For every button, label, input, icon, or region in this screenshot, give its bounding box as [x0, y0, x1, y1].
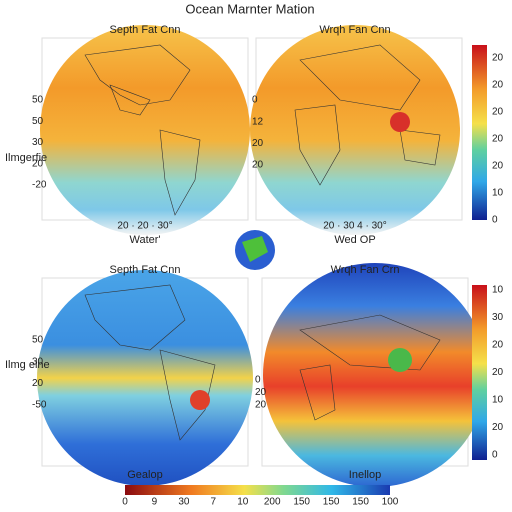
colorbar-tick-label: 20: [492, 367, 504, 378]
y-tick-label: 0: [252, 95, 258, 106]
y-tick-label: -50: [32, 400, 47, 411]
colorbar: [472, 285, 487, 460]
globe: [263, 263, 487, 487]
colorbar: [472, 45, 487, 220]
panel-title: Septh Fat Cnn: [110, 24, 181, 36]
y-tick-label: 20: [252, 160, 264, 171]
colorbar-tick-label: 100: [382, 497, 399, 508]
globe: [37, 270, 253, 486]
colorbar-tick-label: 30: [492, 312, 504, 323]
colorbar-tick-label: 20: [492, 134, 504, 145]
y-tick-label: 30: [32, 356, 44, 367]
y-tick-label: 20: [32, 158, 44, 169]
colorbar-tick-label: 10: [237, 497, 249, 508]
colorbar-tick-label: 10: [492, 188, 504, 199]
colorbar-tick-label: 20: [492, 80, 504, 91]
panel-caption: Inellop: [349, 469, 381, 481]
colorbar: [125, 485, 390, 495]
colorbar-tick-label: 0: [492, 450, 498, 461]
y-tick-label: 50: [32, 335, 44, 346]
panel-title: Wrqh Fan Crn: [331, 264, 400, 276]
colorbar-tick-label: 20: [492, 422, 504, 433]
colorbar-tick-label: 150: [323, 497, 340, 508]
y-tick-label: 12: [252, 116, 264, 127]
colorbar-tick-label: 10: [492, 395, 504, 406]
panel-caption: Wed OP: [334, 234, 375, 246]
colorbar-tick-label: 9: [152, 497, 158, 508]
panel-title: Wrqh Fan Cnn: [319, 24, 390, 36]
x-tick-labels: 20 · 20 · 30°: [117, 221, 172, 232]
y-label: Ilmg elne: [5, 359, 50, 371]
globe: [250, 25, 460, 235]
colorbar-tick-label: 7: [211, 497, 217, 508]
colorbar-tick-label: 150: [352, 497, 369, 508]
globe: [40, 25, 250, 235]
y-tick-label: 20: [255, 387, 267, 398]
colorbar-tick-label: 20: [492, 107, 504, 118]
panel-title: Septh Fat Cnn: [110, 264, 181, 276]
colorbar-tick-label: 0: [492, 215, 498, 226]
y-tick-label: 50: [32, 95, 44, 106]
y-tick-label: 30: [32, 137, 44, 148]
y-tick-label: 20: [255, 400, 267, 411]
colorbar-tick-label: 30: [178, 497, 190, 508]
y-tick-label: 0: [255, 375, 261, 386]
small-globe-land: [242, 236, 268, 262]
y-tick-label: 20: [252, 138, 264, 149]
colorbar-tick-label: 150: [293, 497, 310, 508]
y-tick-label: 50: [32, 116, 44, 127]
colorbar-tick-label: 0: [122, 497, 128, 508]
panel-caption: Water': [129, 234, 160, 246]
colorbar-tick-label: 200: [264, 497, 281, 508]
y-tick-label: 20: [32, 378, 44, 389]
panel-caption: Gealop: [127, 469, 162, 481]
colorbar-tick-label: 20: [492, 53, 504, 64]
colorbar-tick-label: 10: [492, 285, 504, 296]
x-tick-labels: 20 · 30 4 · 30°: [323, 221, 386, 232]
colorbar-tick-label: 20: [492, 161, 504, 172]
y-label: Ilmgerfie: [5, 152, 47, 164]
title: Ocean Marnter Mation: [185, 1, 314, 16]
y-tick-label: -20: [32, 180, 47, 191]
colorbar-tick-label: 20: [492, 340, 504, 351]
